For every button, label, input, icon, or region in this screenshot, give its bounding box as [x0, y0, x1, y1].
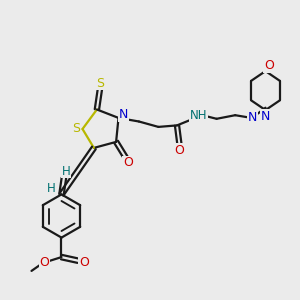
Text: H: H [62, 165, 71, 178]
Text: O: O [175, 143, 184, 157]
Text: S: S [72, 122, 80, 136]
Text: O: O [79, 256, 89, 269]
Text: H: H [46, 182, 56, 195]
Text: N: N [119, 108, 129, 122]
Text: N: N [261, 110, 270, 123]
Text: O: O [40, 256, 49, 269]
Text: O: O [264, 59, 274, 72]
Text: O: O [123, 156, 133, 170]
Text: N: N [248, 111, 257, 124]
Text: S: S [96, 76, 104, 90]
Text: NH: NH [190, 109, 207, 122]
